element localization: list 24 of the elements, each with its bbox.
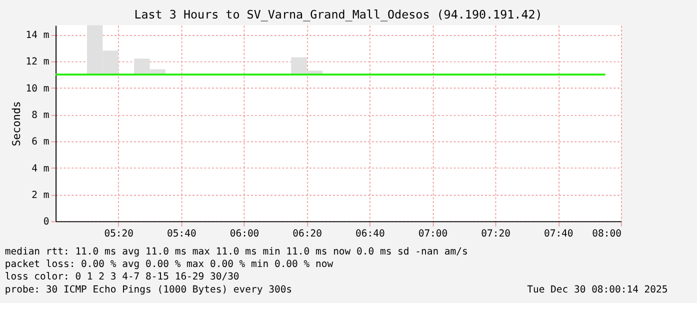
x-tick-label: 07:40 [544,228,574,240]
text: Tue Dec 30 08:00:14 2025 [527,284,668,296]
chart-title: Last 3 Hours to SV_Varna_Grand_Mall_Odesos (94.190.191.42) [134,7,542,22]
x-tick-label: 08:00 [592,228,622,240]
y-tick-label: 14 m [26,30,50,41]
x-tick-label: 06:40 [356,228,385,240]
x-tick-label: 05:40 [167,228,196,240]
y-tick-label: 6 m [32,136,50,148]
text: packet loss: 0.00 % avg 0.00 % max 0.00 % min 0.00 % now [4,259,334,270]
y-tick-label: 12 m [26,56,50,68]
x-tick-label: 06:00 [230,228,260,240]
y-axis-title: Seconds [10,101,23,146]
text: median rtt: 11.0 ms avg 11.0 ms max 11.0 ms min 11.0 ms now 0.0 ms sd -nan am/s [4,246,468,258]
y-tick-label: 10 m [26,83,50,94]
x-tick-label: 07:20 [481,228,511,240]
y-tick-label: 4 m [32,163,50,174]
y-tick-label: 8 m [32,110,50,121]
x-tick-label: 06:20 [292,228,322,240]
text: probe: 30 ICMP Echo Pings (1000 Bytes) every 300s [4,284,292,296]
x-tick-label: 05:20 [104,228,134,240]
y-tick-label: 0 [43,216,50,228]
x-tick-label: 07:00 [418,228,448,240]
text: loss color: 0 1 2 3 4-7 8-15 16-29 30/30 [4,272,240,283]
y-tick-label: 2 m [32,190,50,201]
